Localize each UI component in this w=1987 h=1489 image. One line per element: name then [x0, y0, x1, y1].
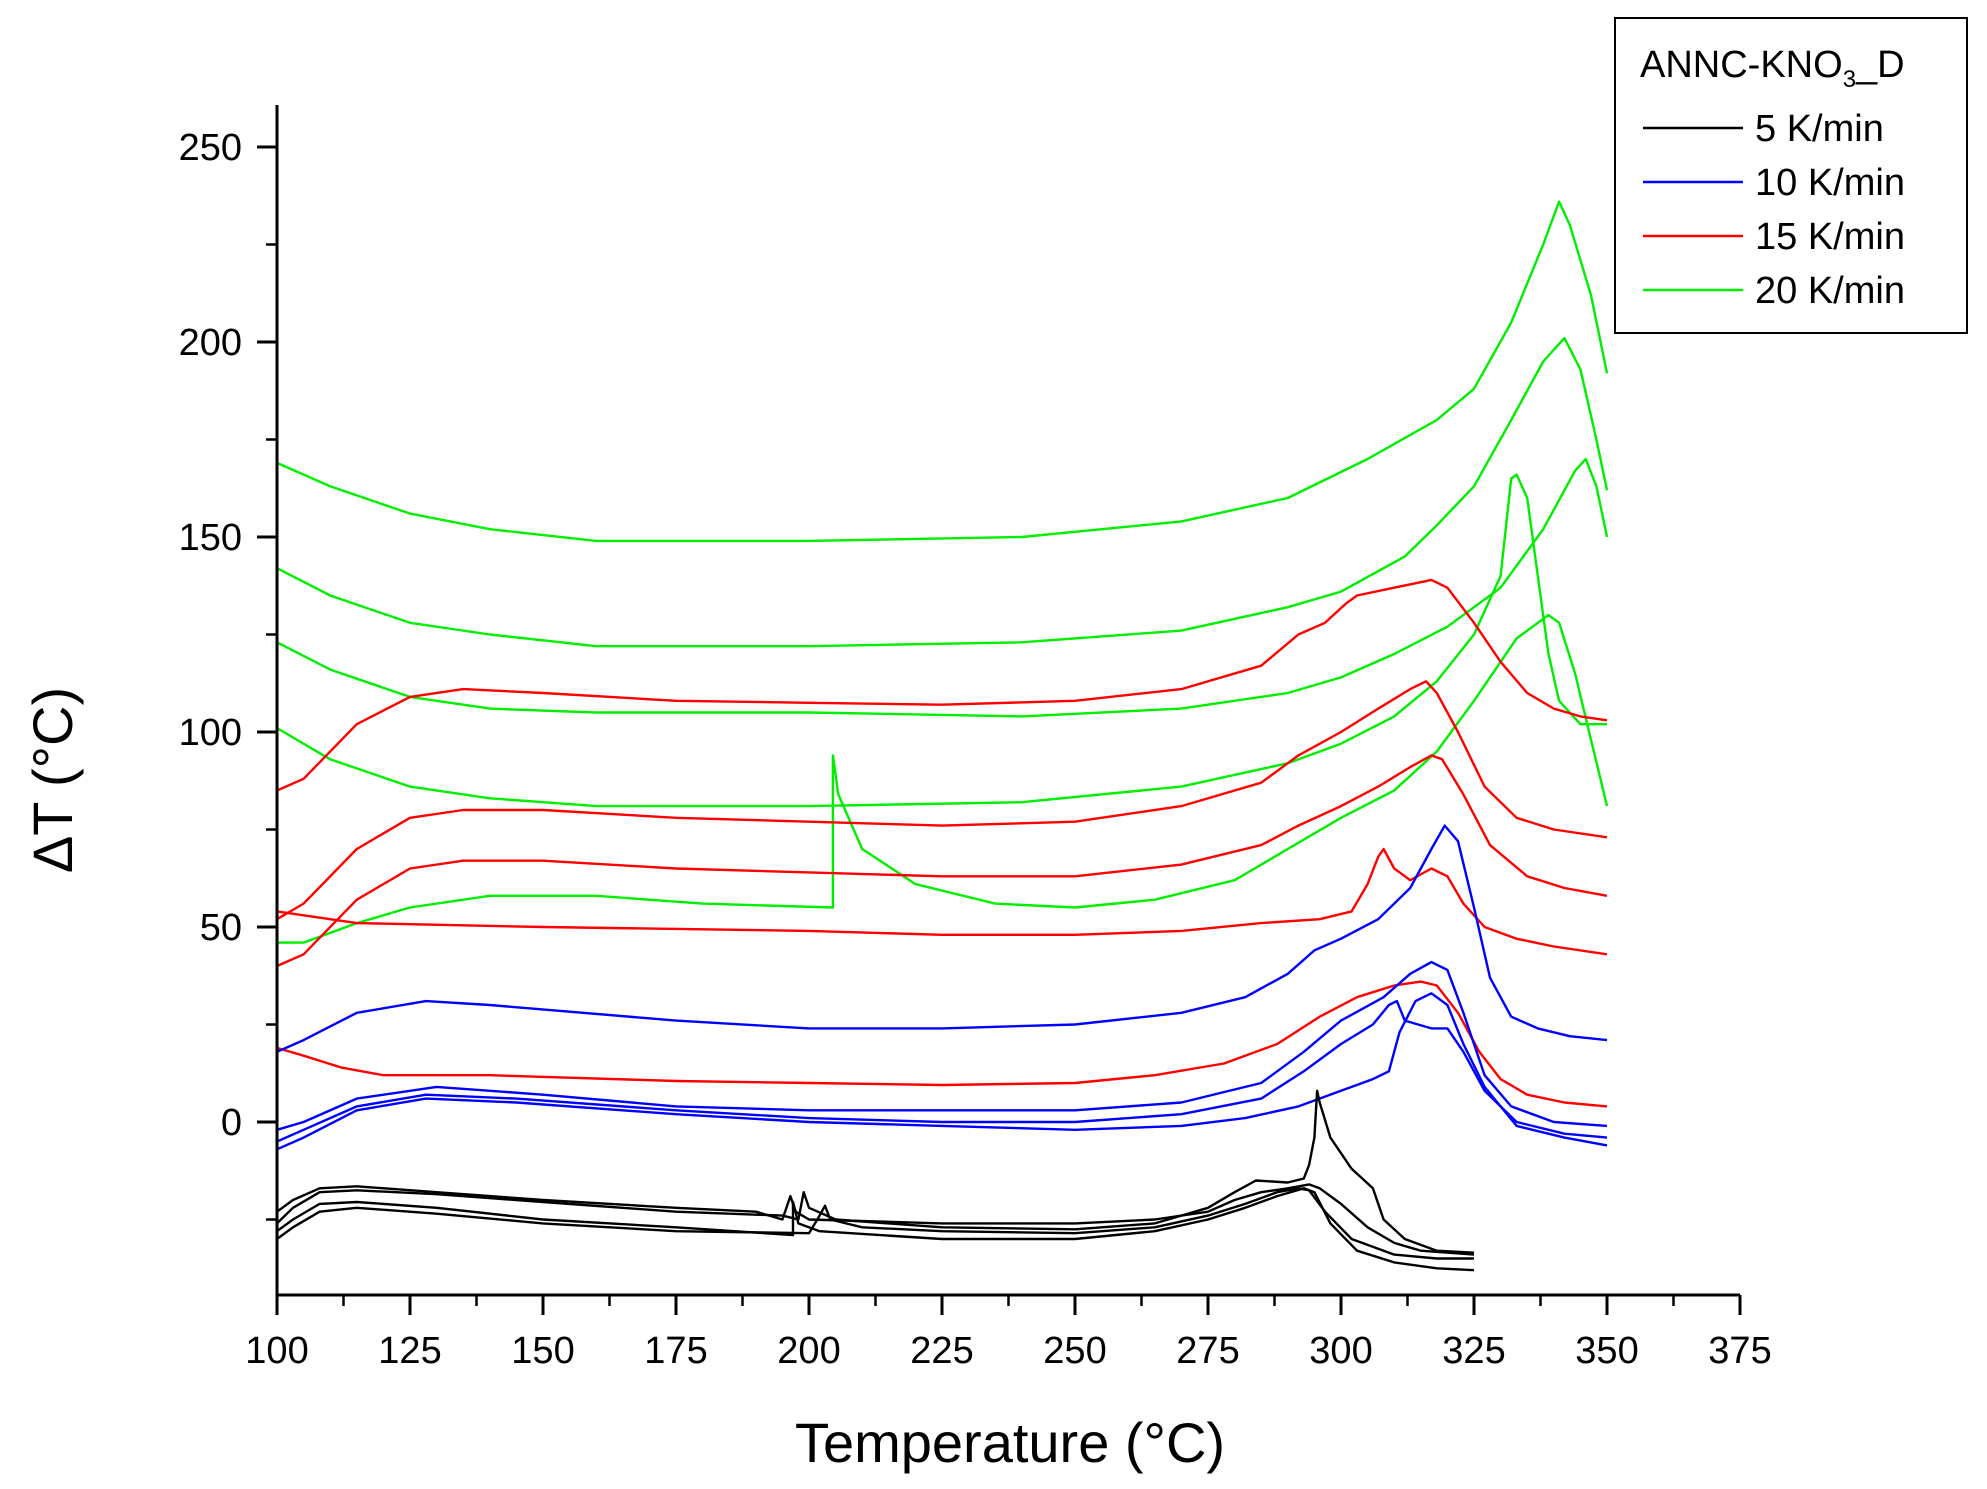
x-tick-label: 175 — [644, 1330, 707, 1372]
x-axis-title: Temperature (°C) — [795, 1411, 1225, 1474]
axes-layer: 100 125 150 175 200 225 250 275 300 325 350 375 0 50 1… — [179, 105, 1772, 1372]
y-tick-label: 200 — [179, 322, 242, 364]
series-line-15-k-min-5 — [277, 580, 1607, 791]
x-tick-label: 225 — [910, 1330, 973, 1372]
legend-label: 5 K/min — [1755, 108, 1884, 150]
series-line-20-k-min-3 — [277, 475, 1607, 806]
series-line-10-k-min-13 — [277, 993, 1607, 1149]
legend-title-subscript: 3 — [1843, 66, 1856, 93]
x-tick-label: 250 — [1043, 1330, 1106, 1372]
series-layer — [277, 202, 1607, 1271]
x-tick-label: 275 — [1176, 1330, 1239, 1372]
y-tick-label: 50 — [200, 907, 242, 949]
legend-label: 10 K/min — [1755, 162, 1905, 204]
x-tick-label: 375 — [1708, 1330, 1771, 1372]
y-tick-label: 150 — [179, 517, 242, 559]
series-line-15-k-min-8 — [277, 849, 1607, 954]
series-line-20-k-min-2 — [277, 459, 1607, 716]
x-tick-label: 100 — [245, 1330, 308, 1372]
legend-label: 15 K/min — [1755, 216, 1905, 258]
x-tick-label: 300 — [1309, 1330, 1372, 1372]
series-line-20-k-min-1 — [277, 338, 1607, 646]
x-tick-label: 150 — [511, 1330, 574, 1372]
series-line-20-k-min-0 — [277, 202, 1607, 541]
legend-title-main: ANNC-KNO — [1640, 44, 1843, 86]
series-line-20-k-min-4 — [277, 615, 1607, 943]
x-tick-label: 325 — [1442, 1330, 1505, 1372]
series-line-5-k-min-16 — [277, 1188, 1474, 1270]
series-line-10-k-min-11 — [277, 962, 1607, 1130]
legend: ANNC-KNO3_D 5 K/min 10 K/min 15 K/min 20 K/… — [1615, 18, 1967, 333]
legend-title: ANNC-KNO3_D — [1640, 44, 1905, 93]
y-axis-title: ΔT (°C) — [21, 687, 84, 873]
x-tick-label: 200 — [777, 1330, 840, 1372]
x-tick-label: 350 — [1575, 1330, 1638, 1372]
series-line-10-k-min-12 — [277, 1001, 1607, 1141]
legend-title-tail: _D — [1855, 44, 1905, 86]
series-line-15-k-min-6 — [277, 681, 1607, 919]
y-tick-label: 100 — [179, 712, 242, 754]
legend-label: 20 K/min — [1755, 270, 1905, 312]
y-tick-label: 250 — [179, 127, 242, 169]
series-line-15-k-min-9 — [277, 982, 1607, 1107]
y-tick-label: 0 — [221, 1102, 242, 1144]
x-tick-label: 125 — [378, 1330, 441, 1372]
